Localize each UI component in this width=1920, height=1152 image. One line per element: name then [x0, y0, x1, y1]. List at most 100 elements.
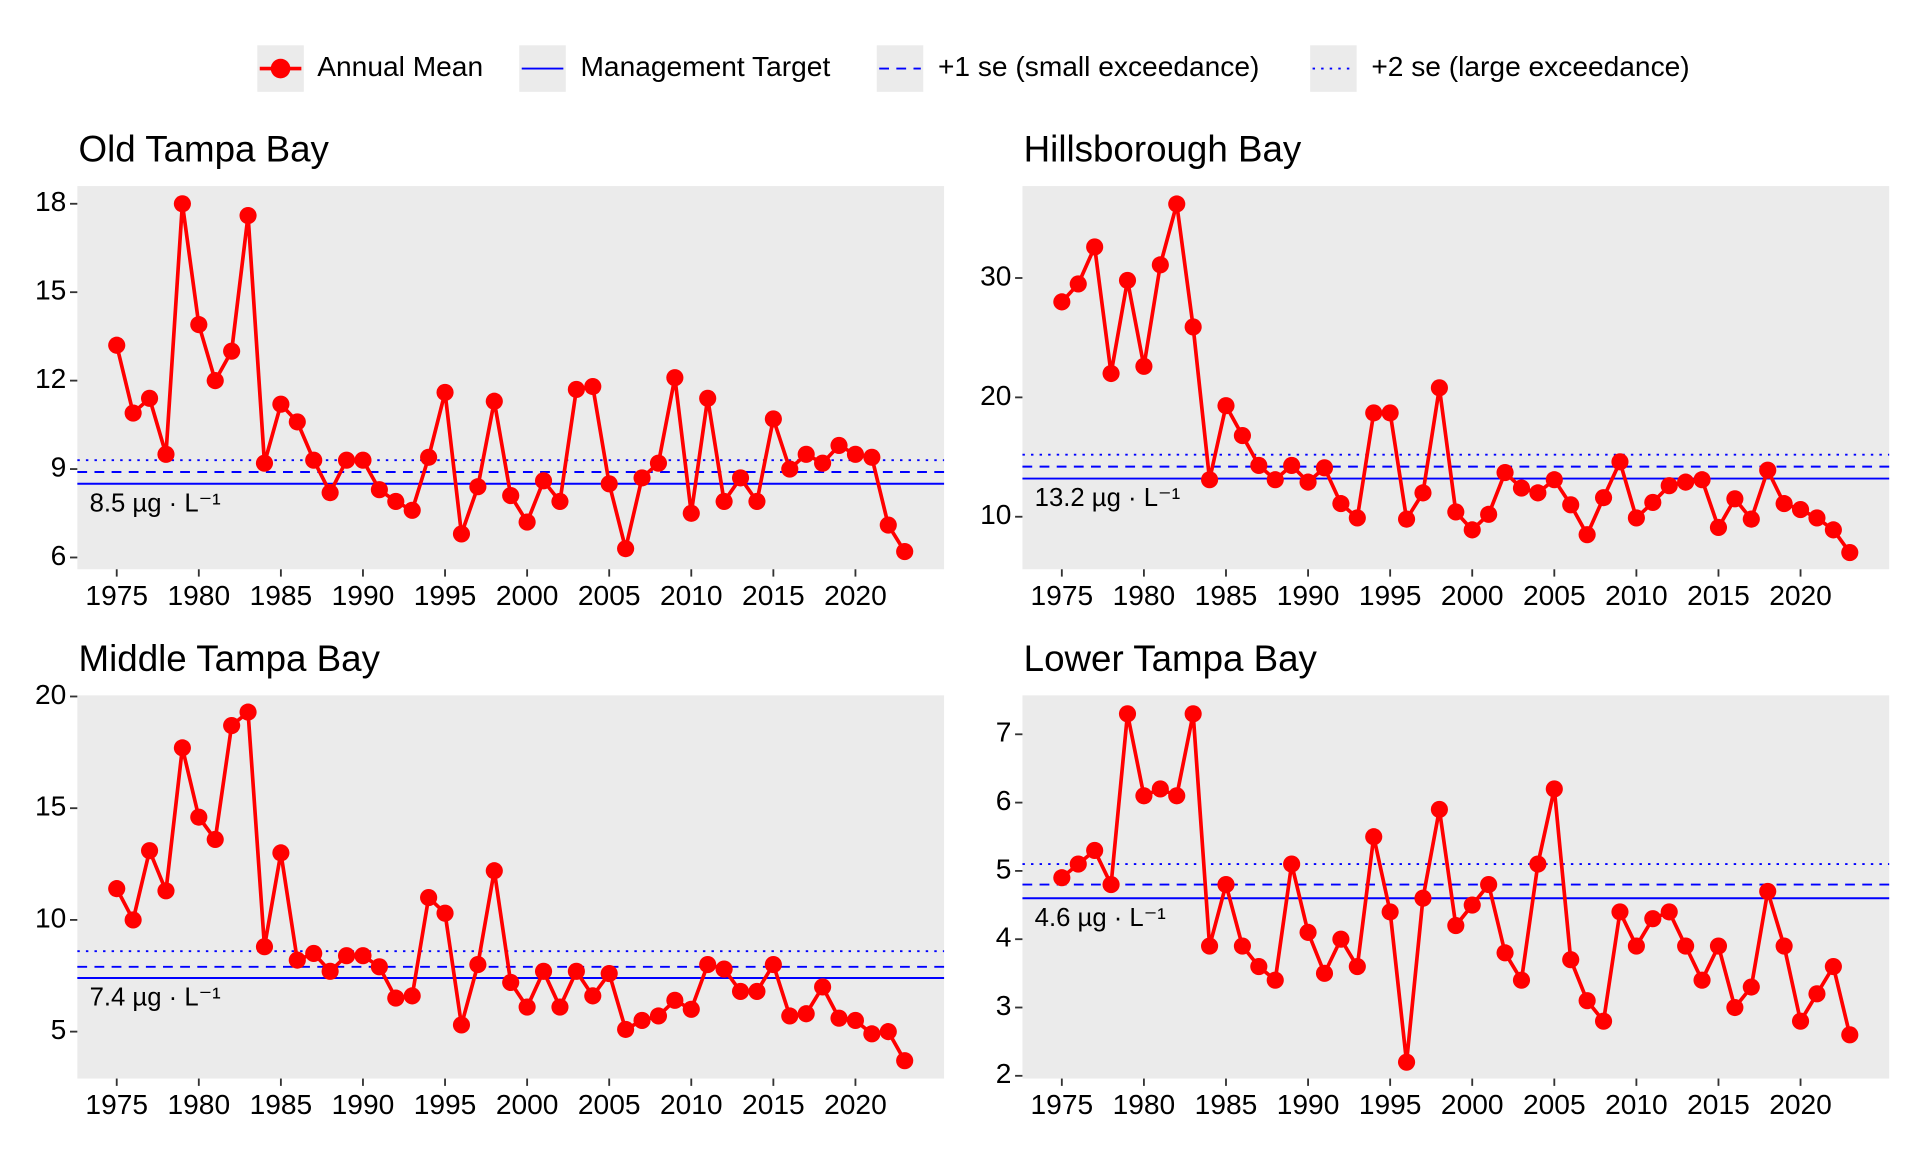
x-tick-label: 2005: [1523, 1089, 1586, 1120]
point: [190, 316, 208, 334]
point: [485, 862, 503, 880]
point: [1168, 787, 1186, 805]
point: [469, 956, 487, 974]
point: [1824, 957, 1842, 976]
point: [1053, 293, 1071, 311]
y-tick-label: 20: [35, 679, 66, 710]
point: [1841, 543, 1859, 562]
point: [1808, 509, 1826, 527]
x-tick-label: 2010: [660, 1089, 723, 1120]
point: [1644, 910, 1662, 928]
point: [387, 492, 405, 511]
x-tick-label: 2015: [1687, 580, 1750, 611]
point: [140, 842, 159, 860]
x-tick-label: 2015: [742, 580, 805, 611]
point: [1299, 473, 1317, 491]
x-tick-label: 2010: [660, 580, 723, 611]
panel-title: Hillsborough Bay: [1024, 129, 1302, 170]
point: [1069, 275, 1087, 293]
y-tick-label: 12: [35, 363, 66, 394]
point: [1233, 937, 1251, 955]
x-tick-label: 1980: [168, 580, 231, 611]
point: [305, 944, 323, 962]
point: [633, 469, 651, 487]
x-tick-label: 2020: [1769, 1089, 1832, 1120]
point: [699, 956, 717, 974]
point: [1201, 471, 1219, 489]
point: [1201, 937, 1219, 955]
point: [502, 973, 520, 992]
point: [584, 987, 602, 1005]
y-tick-label: 18: [35, 186, 66, 217]
point: [1168, 195, 1186, 213]
point: [1627, 937, 1645, 955]
point: [1250, 957, 1268, 976]
point: [157, 445, 175, 463]
point: [370, 481, 388, 499]
point: [1102, 875, 1120, 894]
point: [1381, 404, 1399, 422]
point: [1611, 903, 1629, 921]
point: [108, 880, 126, 898]
point: [814, 454, 832, 472]
point: [1660, 477, 1678, 495]
point: [1283, 855, 1301, 873]
point: [173, 195, 191, 213]
x-tick-label: 2000: [496, 1089, 559, 1120]
point: [797, 1005, 815, 1023]
point: [814, 978, 832, 996]
x-tick-label: 1985: [1195, 580, 1258, 611]
point: [1217, 875, 1235, 894]
point: [1594, 1012, 1613, 1030]
x-tick-label: 1975: [85, 1089, 148, 1120]
x-tick-label: 1980: [1113, 1089, 1176, 1120]
point: [1250, 456, 1268, 474]
x-tick-label: 2000: [496, 580, 559, 611]
point: [1529, 855, 1547, 873]
point: [649, 454, 668, 472]
x-tick-label: 2000: [1441, 580, 1504, 611]
point: [1381, 903, 1399, 921]
y-tick-label: 20: [980, 380, 1011, 411]
point: [1365, 828, 1383, 846]
point: [1562, 951, 1580, 969]
x-tick-label: 1990: [332, 1089, 395, 1120]
point: [1726, 490, 1744, 508]
point: [1677, 473, 1695, 491]
point: [1315, 459, 1334, 477]
point: [1299, 923, 1317, 941]
point: [1118, 271, 1137, 289]
point: [518, 998, 536, 1016]
point: [206, 372, 224, 390]
point: [1332, 930, 1350, 948]
point: [452, 1016, 471, 1034]
point: [666, 991, 684, 1009]
point: [1463, 521, 1481, 539]
point: [403, 501, 421, 519]
point: [173, 739, 191, 757]
point: [1545, 471, 1563, 489]
y-tick-label: 6: [996, 785, 1012, 816]
point: [1759, 461, 1777, 479]
x-tick-label: 1990: [1277, 580, 1340, 611]
x-tick-label: 1985: [250, 580, 313, 611]
panel-title: Lower Tampa Bay: [1024, 638, 1318, 679]
x-tick-label: 1990: [1277, 1089, 1340, 1120]
y-tick-label: 5: [996, 853, 1012, 884]
point: [879, 1023, 897, 1041]
x-tick-label: 1975: [1031, 1089, 1094, 1120]
point: [1266, 971, 1284, 989]
point: [896, 543, 914, 561]
point: [797, 445, 815, 463]
point: [140, 389, 159, 407]
plot-background: [77, 695, 945, 1079]
point: [239, 206, 257, 225]
point: [830, 436, 848, 455]
point: [617, 540, 635, 558]
point: [1397, 510, 1416, 528]
point: [1512, 479, 1531, 497]
point: [1791, 501, 1810, 519]
point: [420, 888, 438, 907]
point: [157, 882, 175, 900]
